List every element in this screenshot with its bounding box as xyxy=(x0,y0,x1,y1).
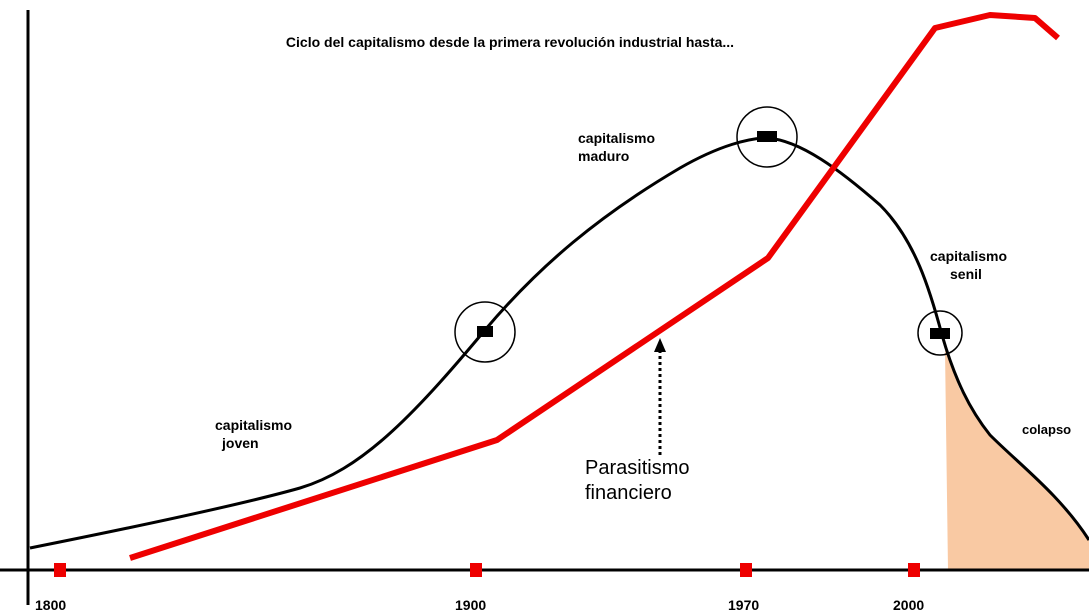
capitalism-curve xyxy=(29,136,1089,550)
stage-circle xyxy=(454,301,516,363)
year-label: 1800 xyxy=(35,597,66,613)
arrow-head xyxy=(654,338,666,352)
year-marker xyxy=(54,563,66,577)
year-label: 2000 xyxy=(893,597,924,613)
title: Ciclo del capitalismo desde la primera r… xyxy=(286,34,734,50)
stage-label: maduro xyxy=(578,148,629,164)
annotation: financiero xyxy=(585,482,672,504)
financial-line xyxy=(129,12,1060,561)
year-marker xyxy=(740,563,752,577)
year-label: 1900 xyxy=(455,597,486,613)
stage-label: senil xyxy=(950,266,982,282)
stage-circle xyxy=(917,310,963,356)
stage-marker xyxy=(930,328,950,339)
stage-label: joven xyxy=(221,435,259,451)
year-marker xyxy=(470,563,482,577)
stage-label: colapso xyxy=(1022,422,1071,437)
year-label: 1970 xyxy=(728,597,759,613)
stage-label: capitalismo xyxy=(578,130,655,146)
stage-circle xyxy=(736,106,798,168)
stage-marker xyxy=(477,326,493,337)
annotation: Parasitismo xyxy=(585,457,689,479)
stage-marker xyxy=(757,131,777,142)
stage-label: capitalismo xyxy=(930,248,1007,264)
year-marker xyxy=(908,563,920,577)
stage-label: capitalismo xyxy=(215,417,292,433)
